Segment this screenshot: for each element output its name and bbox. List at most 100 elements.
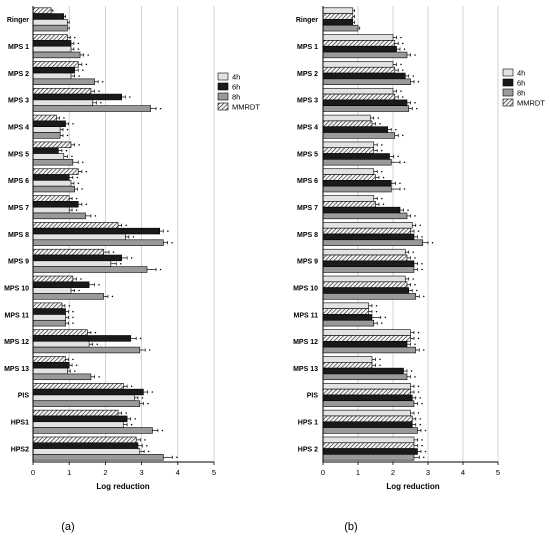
- chart-a-x-tick-labels: 0 1 2 3 4 5: [31, 468, 216, 477]
- significance-mark: [147, 402, 149, 405]
- significance-mark: [125, 224, 127, 227]
- bar: [32, 362, 70, 369]
- significance-mark: [111, 295, 114, 298]
- bar: [322, 78, 411, 85]
- bar: [32, 409, 119, 417]
- significance-mark: [78, 75, 80, 77]
- legend-item: 8h: [217, 93, 240, 102]
- significance-mark: [424, 429, 427, 432]
- significance-mark: [381, 170, 383, 173]
- significance-mark: [75, 197, 78, 200]
- bar: [322, 254, 408, 262]
- bar: [322, 275, 406, 283]
- chart-b-category-labels: Ringer MPS 1 MPS 2 MPS 3 MPS 4 MPS 5 MPS 6 MPS …: [293, 17, 318, 453]
- category-label: HPS2: [11, 446, 29, 453]
- category-label: MPS 4: [297, 125, 318, 132]
- bar: [32, 340, 90, 348]
- bar: [32, 248, 104, 256]
- bar: [322, 266, 415, 273]
- bar: [32, 40, 72, 47]
- chart-a-axes: [32, 6, 215, 465]
- significance-mark: [112, 251, 115, 253]
- significance-mark: [144, 439, 146, 441]
- bar: [322, 61, 394, 68]
- category-label: MPS 13: [4, 366, 29, 373]
- chart-b-x-tick-labels: 0 1 2 3 4 5: [321, 468, 500, 477]
- bar: [32, 308, 66, 315]
- bar: [32, 120, 66, 128]
- bar: [322, 373, 408, 381]
- bar: [322, 99, 408, 106]
- bar: [322, 415, 413, 423]
- significance-mark: [423, 349, 425, 351]
- x-tick-label: 5: [212, 468, 216, 477]
- bar: [32, 287, 72, 294]
- bar: [322, 329, 411, 336]
- bar: [322, 319, 375, 327]
- category-label: MPS 9: [8, 259, 29, 266]
- significance-mark: [416, 289, 418, 292]
- significance-mark: [414, 343, 416, 345]
- bar: [322, 436, 415, 444]
- significance-mark: [159, 107, 162, 110]
- significance-mark: [125, 412, 127, 414]
- bar: [322, 212, 408, 220]
- x-tick-label: 3: [426, 468, 430, 477]
- significance-mark: [82, 161, 84, 163]
- category-label: MPS 8: [8, 232, 29, 239]
- category-label: MPS 12: [293, 339, 318, 346]
- category-label: MPS 6: [297, 178, 318, 185]
- bar: [32, 400, 141, 407]
- category-label: MPS 7: [297, 205, 318, 212]
- significance-mark: [381, 144, 383, 146]
- x-tick-label: 0: [321, 468, 325, 477]
- bar: [322, 421, 413, 428]
- bar: [322, 362, 373, 369]
- significance-mark: [85, 203, 88, 206]
- significance-mark: [85, 63, 88, 66]
- bar: [322, 141, 375, 149]
- bar: [322, 454, 415, 461]
- category-label: MPS 3: [8, 98, 29, 105]
- bar: [32, 141, 72, 149]
- category-label: MPS 2: [8, 71, 29, 78]
- significance-mark: [130, 257, 133, 259]
- bar: [32, 275, 74, 283]
- category-label: MPS 10: [4, 285, 29, 292]
- significance-mark: [75, 364, 78, 366]
- category-label: PIS: [307, 393, 319, 400]
- category-label: MPS 4: [8, 125, 29, 132]
- significance-mark: [75, 209, 78, 211]
- bar: [32, 427, 153, 434]
- chart-panel-a: Ringer MPS 1 MPS 2 MPS 3 MPS 4 MPS 5 MPS 6 MPS …: [4, 6, 260, 533]
- category-label: HPS 1: [298, 420, 318, 427]
- significance-mark: [71, 155, 73, 158]
- bar: [32, 367, 68, 375]
- bar: [32, 174, 70, 181]
- bar: [322, 448, 418, 455]
- significance-mark: [74, 36, 76, 39]
- bar: [32, 19, 68, 26]
- significance-mark: [171, 241, 173, 244]
- legend-item: MMRDT: [217, 103, 260, 112]
- category-label: MPS 1: [297, 44, 318, 51]
- bar: [32, 114, 57, 122]
- significance-mark: [403, 188, 406, 190]
- significance-mark: [72, 123, 74, 125]
- bar: [32, 78, 95, 85]
- panel-b-letter: (b): [344, 521, 357, 533]
- bar: [322, 13, 354, 20]
- legend-item: MMRDT: [502, 99, 545, 108]
- chart-panel-b: Ringer MPS 1 MPS 2 MPS 3 MPS 4 MPS 5 MPS 6 MPS …: [293, 6, 545, 533]
- bar: [32, 346, 141, 354]
- significance-mark: [159, 268, 162, 271]
- bar: [322, 153, 390, 160]
- significance-mark: [417, 331, 420, 334]
- significance-mark: [419, 418, 421, 420]
- significance-mark: [94, 331, 97, 334]
- bar: [322, 293, 417, 300]
- significance-mark: [400, 63, 402, 66]
- significance-mark: [74, 370, 76, 372]
- bar: [322, 260, 415, 267]
